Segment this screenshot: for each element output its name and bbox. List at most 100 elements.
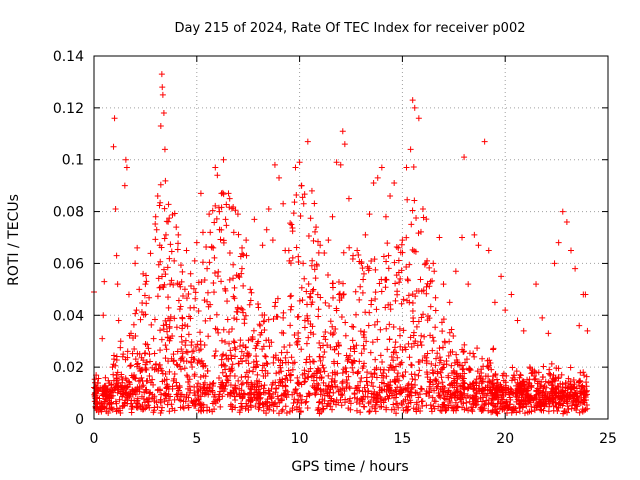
data-point xyxy=(162,391,169,398)
data-point xyxy=(284,388,291,395)
data-point xyxy=(225,190,232,197)
data-point xyxy=(188,342,195,349)
x-axis: 0 5 10 15 20 25 xyxy=(90,56,617,447)
data-point xyxy=(213,215,220,222)
data-point xyxy=(197,374,204,381)
data-point xyxy=(509,390,516,397)
data-point xyxy=(171,396,178,403)
data-point xyxy=(145,345,152,352)
data-point xyxy=(434,350,441,357)
data-point xyxy=(212,348,219,355)
data-point xyxy=(427,376,434,383)
data-point xyxy=(179,314,186,321)
data-point xyxy=(583,402,590,409)
data-point xyxy=(223,352,230,359)
data-point xyxy=(291,359,298,366)
data-point xyxy=(546,366,553,373)
data-point xyxy=(531,407,538,414)
data-point xyxy=(314,370,321,377)
data-point xyxy=(413,215,420,221)
data-point xyxy=(513,368,520,375)
data-point xyxy=(445,372,452,379)
data-point xyxy=(417,276,424,283)
data-point xyxy=(368,379,375,386)
data-point xyxy=(393,349,400,356)
data-point xyxy=(205,333,212,340)
data-point xyxy=(174,393,181,400)
data-point xyxy=(240,390,247,397)
data-point xyxy=(377,397,384,404)
data-point xyxy=(94,405,101,412)
data-point xyxy=(170,281,177,288)
data-point xyxy=(447,349,454,356)
x-tick-label: 0 xyxy=(90,431,99,447)
data-point xyxy=(231,284,238,291)
data-point xyxy=(424,350,431,357)
data-point xyxy=(234,305,241,312)
data-point xyxy=(157,123,164,130)
data-point xyxy=(238,265,245,272)
data-point xyxy=(298,346,305,353)
data-point xyxy=(383,406,390,413)
data-point xyxy=(542,393,549,400)
data-point xyxy=(195,307,202,314)
data-point xyxy=(130,321,137,328)
data-point xyxy=(460,400,467,407)
data-point xyxy=(441,361,448,368)
data-point xyxy=(576,409,583,416)
data-point xyxy=(246,367,253,374)
data-point xyxy=(165,294,172,301)
data-point xyxy=(386,336,393,343)
data-point xyxy=(393,400,400,407)
data-point xyxy=(287,306,294,313)
data-point xyxy=(133,361,140,368)
data-point xyxy=(507,396,514,403)
data-point xyxy=(185,385,192,392)
data-point xyxy=(406,299,413,306)
data-point xyxy=(295,313,302,320)
data-point xyxy=(432,362,439,369)
data-point xyxy=(330,294,337,301)
data-point xyxy=(408,344,415,351)
data-point xyxy=(366,408,373,415)
data-point xyxy=(264,399,271,406)
data-point xyxy=(151,404,158,411)
data-point xyxy=(452,389,459,396)
data-point xyxy=(417,408,424,414)
data-point xyxy=(211,219,218,226)
data-point xyxy=(197,190,204,197)
data-point xyxy=(373,306,380,313)
data-point xyxy=(360,403,367,410)
data-point xyxy=(233,272,240,279)
data-point xyxy=(548,360,555,367)
data-point xyxy=(377,352,384,359)
data-point xyxy=(235,360,242,367)
data-point xyxy=(165,304,172,311)
data-point xyxy=(567,247,574,254)
data-point xyxy=(203,244,210,251)
data-point xyxy=(581,407,588,414)
data-point xyxy=(360,276,367,283)
data-point xyxy=(430,260,437,267)
data-point xyxy=(293,403,300,410)
data-point xyxy=(330,389,337,396)
data-point xyxy=(141,350,148,357)
data-point xyxy=(436,359,443,366)
data-point xyxy=(148,321,155,328)
data-point xyxy=(446,329,453,336)
data-point xyxy=(575,399,582,406)
data-point xyxy=(498,383,505,390)
data-point xyxy=(238,348,245,355)
grid-lines xyxy=(94,56,608,419)
data-point xyxy=(119,379,126,386)
data-point xyxy=(371,256,378,263)
data-point xyxy=(577,378,584,385)
data-point xyxy=(424,317,431,324)
data-point xyxy=(365,322,372,329)
data-point xyxy=(180,405,187,412)
data-point xyxy=(301,275,308,282)
data-point xyxy=(372,356,379,363)
data-point xyxy=(257,331,264,338)
data-point xyxy=(99,335,106,342)
data-point xyxy=(322,329,329,336)
